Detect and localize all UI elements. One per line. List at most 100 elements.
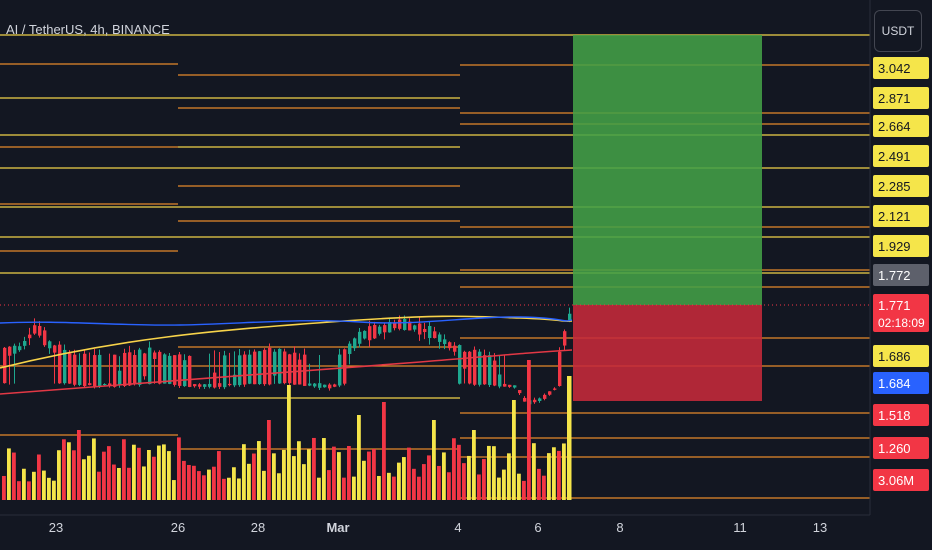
volume-bar xyxy=(532,443,536,500)
candle xyxy=(453,345,457,352)
volume-bar xyxy=(192,465,196,500)
candle xyxy=(548,391,552,395)
candle xyxy=(123,352,127,386)
volume-bar xyxy=(47,477,51,500)
volume-bar xyxy=(422,464,426,500)
candle xyxy=(448,342,452,349)
volume-bar xyxy=(342,477,346,500)
volume-bar xyxy=(382,402,386,500)
volume-bar xyxy=(402,457,406,500)
candle xyxy=(523,397,527,402)
volume-bar xyxy=(107,446,111,500)
candle xyxy=(198,384,202,387)
volume-bar xyxy=(52,480,56,500)
volume-bar xyxy=(202,475,206,500)
volume-bar xyxy=(312,437,316,500)
candle xyxy=(168,355,172,384)
candle xyxy=(63,349,67,384)
volume-bar xyxy=(277,473,281,500)
candle xyxy=(348,343,352,354)
price-axis-label: 1.260 xyxy=(878,441,911,456)
volume-bar xyxy=(97,471,101,500)
volume-bar xyxy=(442,452,446,500)
candle xyxy=(433,331,437,339)
candle xyxy=(28,334,32,339)
candle xyxy=(163,354,167,384)
moving-average-red xyxy=(0,349,573,395)
candle xyxy=(193,384,197,387)
volume-bar xyxy=(172,480,176,500)
candle xyxy=(378,326,382,334)
candle xyxy=(73,354,77,385)
volume-bar xyxy=(92,438,96,500)
volume-bar xyxy=(512,400,516,500)
take-profit-zone xyxy=(573,35,762,305)
candle xyxy=(473,349,477,385)
volume-bar xyxy=(447,472,451,500)
volume-bar xyxy=(137,447,141,500)
volume-bar xyxy=(212,466,216,500)
volume-bar xyxy=(262,470,266,500)
candle xyxy=(368,326,372,341)
symbol-title[interactable]: AI / TetherUS, 4h, BINANCE xyxy=(6,22,170,37)
candle xyxy=(563,331,567,346)
candle xyxy=(518,390,522,394)
volume-bar xyxy=(567,376,572,500)
candle xyxy=(328,384,332,389)
price-axis-label-bg xyxy=(873,294,929,332)
price-axis-label-bg xyxy=(873,235,929,257)
volume-bar xyxy=(332,446,336,500)
candle xyxy=(298,359,302,385)
volume-bar xyxy=(307,449,311,500)
candle xyxy=(343,349,347,384)
time-axis-label: 8 xyxy=(616,520,623,535)
volume-bar xyxy=(27,481,31,500)
volume-bar xyxy=(17,481,21,500)
candle xyxy=(403,319,407,330)
volume-bar xyxy=(377,475,381,500)
volume-bar xyxy=(242,444,246,500)
volume-bar xyxy=(7,448,11,500)
candle xyxy=(68,353,72,384)
volume-bar xyxy=(257,441,261,500)
volume-bar xyxy=(292,456,296,500)
volume-bar xyxy=(552,447,556,500)
candle xyxy=(3,347,7,384)
volume-bar xyxy=(67,442,71,500)
candle xyxy=(188,355,192,387)
volume-bar xyxy=(127,467,131,500)
candle xyxy=(113,354,117,387)
candle xyxy=(388,322,392,333)
volume-bar xyxy=(327,470,331,500)
time-axis-label: 4 xyxy=(454,520,461,535)
volume-bar xyxy=(232,467,236,500)
price-axis-label: 1.686 xyxy=(878,349,911,364)
candle xyxy=(13,345,17,354)
volume-bar xyxy=(462,463,466,500)
price-axis-label-bg xyxy=(873,345,929,367)
volume-bar xyxy=(557,450,561,500)
volume-bar xyxy=(392,476,396,500)
candle xyxy=(468,351,472,384)
candle xyxy=(428,325,432,339)
candle xyxy=(53,345,57,353)
volume-bar xyxy=(507,453,511,500)
candle xyxy=(143,353,147,377)
candle xyxy=(48,341,52,349)
candle xyxy=(393,323,397,329)
volume-bar xyxy=(562,443,566,500)
volume-bar xyxy=(317,477,321,500)
volume-group xyxy=(2,360,572,500)
candle xyxy=(158,351,162,384)
candle xyxy=(223,355,227,388)
volume-bar xyxy=(87,455,91,500)
volume-bar xyxy=(12,452,16,500)
currency-unit-button[interactable]: USDT xyxy=(874,10,922,52)
volume-bar xyxy=(182,460,186,500)
candle xyxy=(318,383,322,388)
candle xyxy=(508,384,512,387)
volume-bar xyxy=(502,469,506,500)
candle xyxy=(43,330,47,346)
candle xyxy=(263,349,267,385)
